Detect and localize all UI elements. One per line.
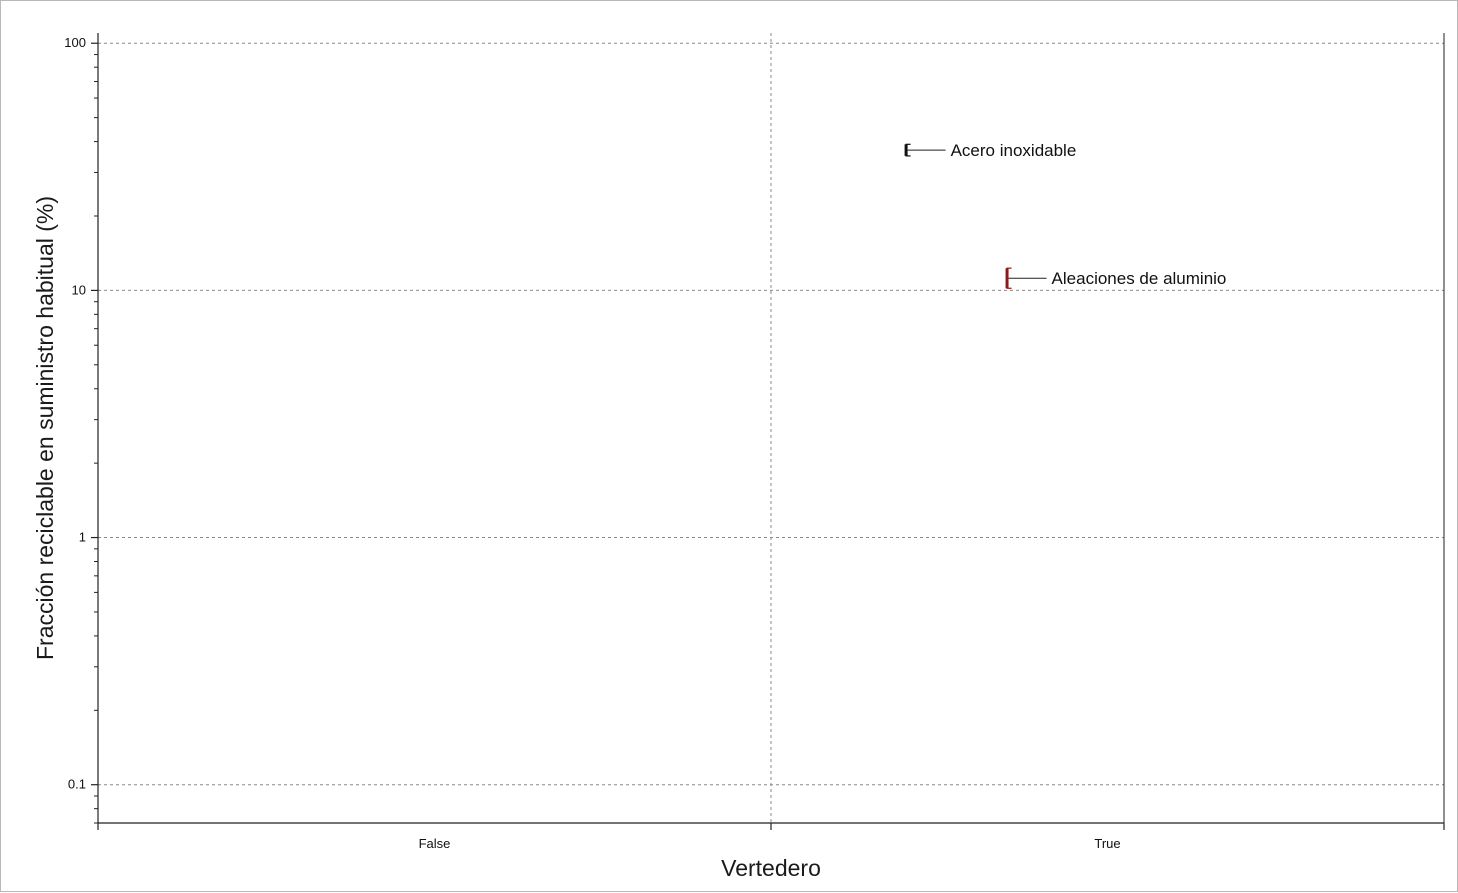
y-tick-label: 0.1 <box>68 777 86 792</box>
axes-layer <box>97 33 1445 824</box>
y-tick-label: 100 <box>64 35 86 50</box>
grid-layer <box>98 33 1444 823</box>
y-axis-title: Fracción reciclable en suministro habitu… <box>32 196 58 660</box>
y-tick-label: 10 <box>72 282 86 297</box>
x-tick-label: False <box>419 836 451 851</box>
y-tick-label: 1 <box>79 530 86 545</box>
data-point-bar <box>904 144 908 156</box>
x-axis-title: Vertedero <box>721 855 821 881</box>
data-point-bar <box>1005 268 1009 289</box>
data-point-label: Aleaciones de aluminio <box>1052 269 1227 288</box>
ticks-layer: 0.1 1 10 100 False True <box>64 35 1445 851</box>
marks-layer: Acero inoxidable Aleaciones de aluminio <box>904 141 1227 289</box>
data-point-label: Acero inoxidable <box>951 141 1077 160</box>
x-tick-label: True <box>1094 836 1120 851</box>
